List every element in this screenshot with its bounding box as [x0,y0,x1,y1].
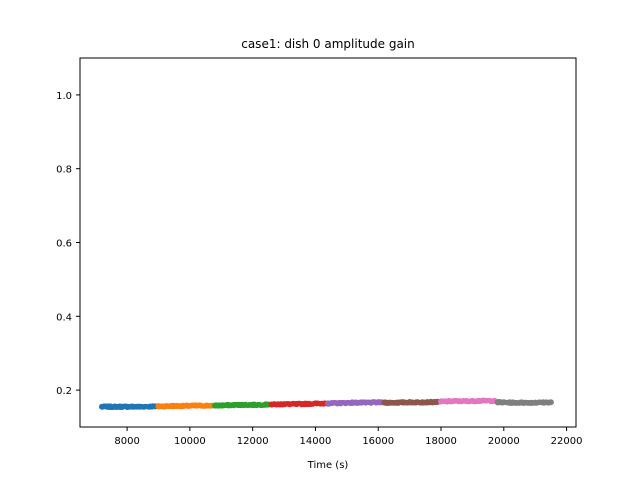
data-point [519,399,526,406]
y-tick-label: 0.6 [56,239,72,250]
data-point [547,399,554,406]
data-point [381,399,388,406]
data-point [136,403,143,410]
data-point [249,401,256,408]
y-tick-label: 1.0 [56,91,72,102]
x-tick-label: 14000 [300,436,332,447]
data-layer [98,397,554,410]
data-point [111,403,118,410]
x-tick-label: 20000 [488,436,520,447]
data-point [98,403,105,410]
y-tick-label: 0.2 [56,386,72,397]
x-axis-label: Time (s) [307,460,349,471]
series-3 [268,400,328,408]
data-point [237,401,244,408]
data-point [155,403,162,410]
data-point [337,400,344,407]
data-point [532,399,539,406]
data-point [325,400,331,407]
series-1 [155,402,215,410]
data-point [394,399,401,406]
data-point [450,398,457,405]
series-7 [494,399,554,406]
data-point [419,399,426,406]
data-point [168,402,175,409]
plot-area [80,58,576,427]
series-2 [211,401,272,409]
x-tick-label: 10000 [174,436,206,447]
data-point [180,402,187,409]
data-point [211,402,218,409]
series-5 [381,398,441,406]
data-point [293,401,300,408]
data-point [281,401,288,408]
x-tick-label: 16000 [362,436,394,447]
x-tick-label: 12000 [237,436,269,447]
x-tick-label: 22000 [551,436,583,447]
series-6 [438,397,498,405]
series-0 [98,403,159,410]
data-point [494,399,501,406]
tick-layer: 8000 10000 12000 14000 16000 18000 20000 22000 0… [56,91,582,447]
data-point [350,399,357,406]
data-point [438,398,445,405]
x-tick-label: 18000 [425,436,457,447]
data-point [193,402,200,409]
data-point [507,399,514,406]
data-point [268,401,275,408]
y-tick-label: 0.4 [56,312,72,323]
data-point [362,399,369,406]
series-4 [325,399,385,407]
data-point [463,398,470,405]
data-point [306,400,313,407]
x-tick-label: 8000 [114,436,139,447]
y-tick-label: 0.8 [56,165,72,176]
data-point [124,403,131,410]
data-point [475,397,482,404]
chart-title: case1: dish 0 amplitude gain [241,37,415,51]
data-point [406,399,413,406]
data-point [224,402,231,409]
